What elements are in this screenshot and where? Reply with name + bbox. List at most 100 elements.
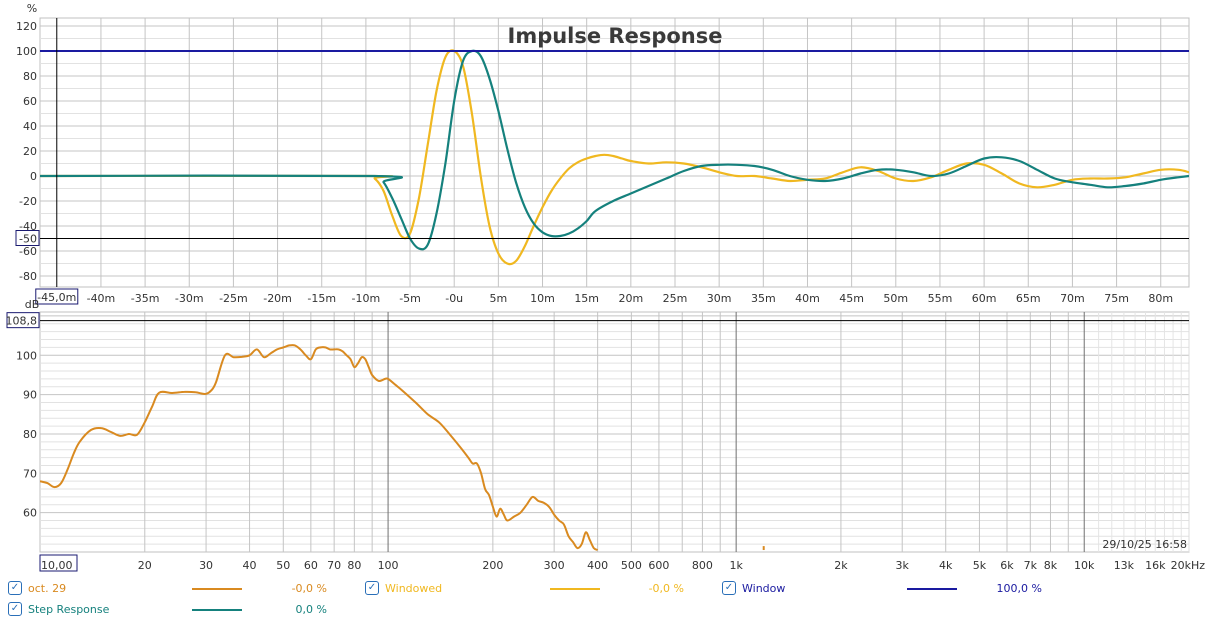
legend-value-step-response: 0,0 % <box>295 603 327 616</box>
frequency-cursor-y-box <box>6 312 40 329</box>
frequency-x-tick-label: 80 <box>347 559 361 572</box>
legend-item-windowed[interactable]: ✓ Windowed <box>365 578 442 598</box>
frequency-x-tick-label: 300 <box>544 559 565 572</box>
impulse-y-tick-label: -20 <box>19 195 37 208</box>
frequency-x-tick-label: 8k <box>1044 559 1058 572</box>
frequency-y-tick-label: 80 <box>23 428 37 441</box>
frequency-x-tick-label: 200 <box>482 559 503 572</box>
checkbox-icon[interactable]: ✓ <box>8 581 22 595</box>
impulse-x-tick-label: 70m <box>1060 292 1085 305</box>
impulse-y-tick-label: 80 <box>23 70 37 83</box>
checkbox-icon[interactable]: ✓ <box>8 602 22 616</box>
impulse-x-tick-label: 25m <box>663 292 688 305</box>
frequency-plot-area <box>39 311 1190 553</box>
impulse-x-tick-label: -35m <box>131 292 160 305</box>
impulse-x-tick-label: 50m <box>883 292 908 305</box>
impulse-x-tick-label: 55m <box>928 292 953 305</box>
frequency-x-tick-label: 500 <box>621 559 642 572</box>
impulse-x-tick-label: -10m <box>352 292 381 305</box>
legend-value-oct29: -0,0 % <box>291 582 327 595</box>
impulse-y-tick-label: 20 <box>23 145 37 158</box>
impulse-y-tick-label: 100 <box>16 45 37 58</box>
legend-label: Step Response <box>28 602 110 616</box>
frequency-x-tick-label: 400 <box>587 559 608 572</box>
frequency-x-tick-label: 20 <box>138 559 152 572</box>
impulse-series <box>40 49 1189 266</box>
impulse-cursor-x-label: -45,0m <box>37 291 76 304</box>
frequency-y-tick-label: 90 <box>23 389 37 402</box>
frequency-x-tick-label: 5k <box>973 559 987 572</box>
frequency-x-tick-label: 16k <box>1145 559 1166 572</box>
frequency-x-tick-label: 3k <box>896 559 910 572</box>
frequency-y-axis-label: dB <box>25 298 40 311</box>
impulse-y-tick-label: 60 <box>23 95 37 108</box>
impulse-grid <box>39 17 1190 288</box>
frequency-x-tick-label: 20kHz <box>1171 559 1206 572</box>
impulse-x-tick-label: 5m <box>490 292 508 305</box>
frequency-x-tick-label: 1k <box>729 559 743 572</box>
legend-item-window[interactable]: ✓ Window <box>722 578 785 598</box>
impulse-cursor-x-box <box>35 288 79 305</box>
impulse-y-axis-label: % <box>27 2 37 15</box>
frequency-y-tick-label: 70 <box>23 467 37 480</box>
frequency-x-tick-label: 6k <box>1000 559 1014 572</box>
impulse-x-tick-label: -0u <box>445 292 463 305</box>
impulse-x-tick-label: 15m <box>574 292 599 305</box>
impulse-y-tick-label: -40 <box>19 220 37 233</box>
frequency-x-tick-label: 70 <box>327 559 341 572</box>
windowed-line <box>40 49 1189 266</box>
impulse-y-tick-label: -60 <box>19 245 37 258</box>
frequency-x-tick-label: 40 <box>243 559 257 572</box>
legend-label: Window <box>742 581 786 595</box>
impulse-x-tick-label: 35m <box>751 292 776 305</box>
chart-title: Impulse Response <box>508 24 723 48</box>
impulse-x-tick-label: 20m <box>618 292 643 305</box>
impulse-y-tick-label: -80 <box>19 270 37 283</box>
frequency-grid <box>39 311 1190 553</box>
impulse-x-tick-label: 10m <box>530 292 555 305</box>
frequency-x-tick-label: 7k <box>1024 559 1038 572</box>
impulse-y-tick-label: 0 <box>30 170 37 183</box>
frequency-x-tick-label: 800 <box>692 559 713 572</box>
legend-item-step-response[interactable]: ✓ Step Response <box>8 599 109 619</box>
impulse-x-tick-label: 65m <box>1016 292 1041 305</box>
impulse-x-tick-label: -5m <box>399 292 421 305</box>
impulse-x-tick-label: 60m <box>972 292 997 305</box>
timestamp: 29/10/25 16:58 <box>1102 538 1187 551</box>
impulse-plot-area <box>39 17 1190 288</box>
impulse-y-tick-label: 40 <box>23 120 37 133</box>
frequency-x-tick-label: 10k <box>1074 559 1095 572</box>
frequency-x-tick-label: 60 <box>304 559 318 572</box>
frequency-x-tick-label: 13k <box>1114 559 1135 572</box>
frequency-cursor-x-box <box>39 554 78 572</box>
frequency-y-tick-label: 100 <box>16 349 37 362</box>
impulse-x-tick-label: -40m <box>87 292 116 305</box>
impulse-x-tick-label: -20m <box>263 292 292 305</box>
legend-swatch-oct29 <box>192 588 242 590</box>
checkbox-icon[interactable]: ✓ <box>365 581 379 595</box>
frequency-x-tick-label: 10,00 <box>41 559 73 572</box>
frequency-x-tick-label: 4k <box>939 559 953 572</box>
impulse-cursor-y-box <box>15 230 40 246</box>
impulse-x-tick-label: -15m <box>307 292 336 305</box>
impulse-y-tick-label: 120 <box>16 20 37 33</box>
frequency-axes: 10,00 20 30 40 50 60 70 80 100 200 300 400 500 600 800… <box>6 298 1206 572</box>
frequency-x-tick-label: 50 <box>276 559 290 572</box>
impulse-x-tick-label: 45m <box>839 292 864 305</box>
frequency-x-tick-label: 600 <box>648 559 669 572</box>
legend-swatch-window <box>907 588 957 590</box>
legend-label: Windowed <box>385 581 443 595</box>
impulse-x-tick-label: 75m <box>1104 292 1129 305</box>
impulse-x-tick-label: -25m <box>219 292 248 305</box>
frequency-x-tick-label: 30 <box>199 559 213 572</box>
legend-swatch-windowed <box>550 588 600 590</box>
legend-value-windowed: -0,0 % <box>648 582 684 595</box>
legend-label: oct. 29 <box>28 581 67 595</box>
checkbox-icon[interactable]: ✓ <box>722 581 736 595</box>
legend-value-window: 100,0 % <box>996 582 1042 595</box>
impulse-cursor-y-label: -50 <box>19 233 37 246</box>
impulse-x-tick-label: 40m <box>795 292 820 305</box>
legend-item-oct29[interactable]: ✓ oct. 29 <box>8 578 66 598</box>
legend-swatch-step-response <box>192 609 242 611</box>
